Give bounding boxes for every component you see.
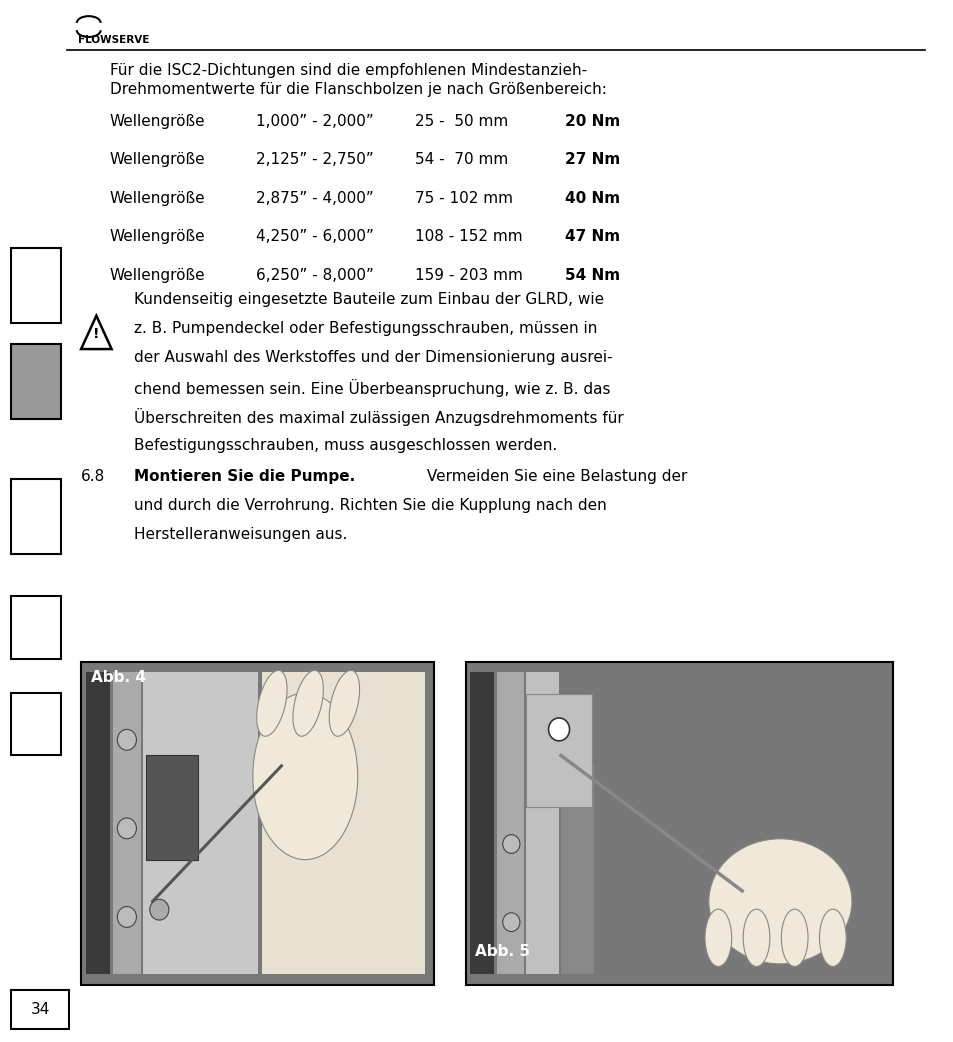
FancyBboxPatch shape <box>11 344 61 419</box>
Ellipse shape <box>256 670 287 737</box>
FancyBboxPatch shape <box>143 672 257 974</box>
Ellipse shape <box>293 670 323 737</box>
FancyBboxPatch shape <box>525 672 558 974</box>
FancyBboxPatch shape <box>465 662 892 985</box>
Text: 75 - 102 mm: 75 - 102 mm <box>415 191 513 205</box>
Text: Für die ISC2-Dichtungen sind die empfohlenen Mindestanzieh-: Für die ISC2-Dichtungen sind die empfohl… <box>110 63 586 77</box>
Ellipse shape <box>708 839 851 964</box>
Text: Abb. 5: Abb. 5 <box>475 944 530 959</box>
Ellipse shape <box>781 909 807 967</box>
Text: und durch die Verrohrung. Richten Sie die Kupplung nach den: und durch die Verrohrung. Richten Sie di… <box>133 498 606 513</box>
FancyBboxPatch shape <box>560 765 594 974</box>
Ellipse shape <box>253 693 357 860</box>
Text: 6,250” - 8,000”: 6,250” - 8,000” <box>255 268 374 282</box>
Text: 2,875” - 4,000”: 2,875” - 4,000” <box>255 191 373 205</box>
FancyBboxPatch shape <box>86 672 110 974</box>
Polygon shape <box>81 316 112 349</box>
Text: Herstelleranweisungen aus.: Herstelleranweisungen aus. <box>133 527 347 542</box>
Text: der Auswahl des Werkstoffes und der Dimensionierung ausrei-: der Auswahl des Werkstoffes und der Dime… <box>133 350 612 365</box>
Circle shape <box>117 729 136 750</box>
Text: z. B. Pumpendeckel oder Befestigungsschrauben, müssen in: z. B. Pumpendeckel oder Befestigungsschr… <box>133 321 597 336</box>
Text: Wellengröße: Wellengröße <box>110 114 205 128</box>
Text: Montieren Sie die Pumpe.: Montieren Sie die Pumpe. <box>133 469 355 483</box>
Circle shape <box>548 718 569 741</box>
Ellipse shape <box>742 909 769 967</box>
Ellipse shape <box>819 909 845 967</box>
Text: 159 - 203 mm: 159 - 203 mm <box>415 268 522 282</box>
Text: Wellengröße: Wellengröße <box>110 268 205 282</box>
Text: 6.8: 6.8 <box>81 469 105 483</box>
Text: 4,250” - 6,000”: 4,250” - 6,000” <box>255 229 374 244</box>
Text: Abb. 4: Abb. 4 <box>91 670 146 685</box>
FancyBboxPatch shape <box>262 672 424 974</box>
Text: chend bemessen sein. Eine Überbeanspruchung, wie z. B. das: chend bemessen sein. Eine Überbeanspruch… <box>133 379 609 397</box>
Text: Wellengröße: Wellengröße <box>110 191 205 205</box>
Text: 1,000” - 2,000”: 1,000” - 2,000” <box>255 114 373 128</box>
Text: 47 Nm: 47 Nm <box>564 229 619 244</box>
Ellipse shape <box>704 909 731 967</box>
Circle shape <box>502 913 519 932</box>
FancyBboxPatch shape <box>11 990 69 1029</box>
Text: Befestigungsschrauben, muss ausgeschlossen werden.: Befestigungsschrauben, muss ausgeschloss… <box>133 438 557 452</box>
Text: 54 Nm: 54 Nm <box>564 268 619 282</box>
Text: 34: 34 <box>30 1002 50 1017</box>
Text: Vermeiden Sie eine Belastung der: Vermeiden Sie eine Belastung der <box>421 469 686 483</box>
FancyBboxPatch shape <box>112 672 141 974</box>
Text: Überschreiten des maximal zulässigen Anzugsdrehmoments für: Überschreiten des maximal zulässigen Anz… <box>133 408 622 426</box>
Text: 27 Nm: 27 Nm <box>564 152 619 167</box>
Text: 108 - 152 mm: 108 - 152 mm <box>415 229 522 244</box>
Circle shape <box>117 907 136 927</box>
FancyBboxPatch shape <box>81 662 434 985</box>
FancyBboxPatch shape <box>470 672 494 974</box>
Text: 40 Nm: 40 Nm <box>564 191 619 205</box>
Text: !: ! <box>93 327 99 342</box>
Circle shape <box>502 835 519 853</box>
Text: Drehmomentwerte für die Flanschbolzen je nach Größenbereich:: Drehmomentwerte für die Flanschbolzen je… <box>110 82 606 97</box>
FancyBboxPatch shape <box>11 479 61 554</box>
FancyBboxPatch shape <box>146 755 198 860</box>
Text: 20 Nm: 20 Nm <box>564 114 619 128</box>
Text: Kundenseitig eingesetzte Bauteile zum Einbau der GLRD, wie: Kundenseitig eingesetzte Bauteile zum Ei… <box>133 292 603 306</box>
Text: FLOWSERVE: FLOWSERVE <box>78 35 150 46</box>
Text: 54 -  70 mm: 54 - 70 mm <box>415 152 508 167</box>
Circle shape <box>150 899 169 920</box>
FancyBboxPatch shape <box>11 248 61 323</box>
FancyBboxPatch shape <box>11 596 61 659</box>
FancyBboxPatch shape <box>11 693 61 755</box>
Text: 2,125” - 2,750”: 2,125” - 2,750” <box>255 152 373 167</box>
Ellipse shape <box>329 670 359 737</box>
FancyBboxPatch shape <box>497 672 523 974</box>
Text: Wellengröße: Wellengröße <box>110 152 205 167</box>
Circle shape <box>117 818 136 839</box>
Text: 25 -  50 mm: 25 - 50 mm <box>415 114 508 128</box>
FancyBboxPatch shape <box>525 694 592 807</box>
Text: Wellengröße: Wellengröße <box>110 229 205 244</box>
